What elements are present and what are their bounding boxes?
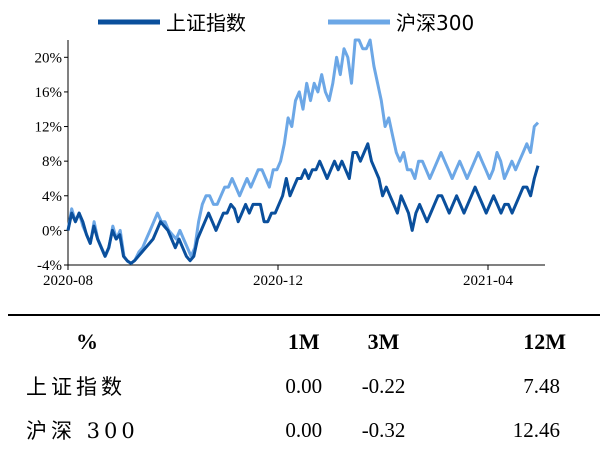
header-1m: 1M	[287, 329, 320, 354]
table-header-row: % 1M 3M 12M	[8, 320, 600, 364]
header-3m: 3M	[367, 329, 400, 354]
y-tick-label: -4%	[37, 258, 62, 274]
y-tick-label: 4%	[42, 189, 62, 205]
legend-label-csi300: 沪深300	[396, 11, 474, 35]
legend: 上证指数 沪深300	[98, 11, 474, 35]
table-row: 沪深 300 0.00 -0.32 12.46	[8, 408, 600, 452]
header-unit: %	[76, 329, 98, 354]
y-tick-label: 12%	[35, 120, 63, 136]
x-tick-label: 2020-12	[253, 273, 303, 289]
row-3m: -0.22	[361, 373, 406, 398]
series-line-shanghai	[66, 142, 540, 265]
y-tick-label: 20%	[35, 50, 63, 66]
header-12m: 12M	[523, 329, 566, 354]
y-tick-label: 0%	[42, 223, 62, 239]
row-1m: 0.00	[285, 373, 323, 398]
row-12m: 7.48	[523, 373, 560, 398]
y-tick-label: 16%	[35, 85, 63, 101]
x-tick-label: 2020-08	[43, 273, 93, 289]
x-tick-label: 2021-04	[463, 273, 513, 289]
series-line-csi300	[66, 38, 540, 265]
legend-label-shanghai: 上证指数	[166, 11, 246, 35]
performance-table: % 1M 3M 12M 上证指数 0.00 -0.22 7.48 沪深 300 …	[8, 320, 600, 452]
row-name: 上证指数	[26, 375, 126, 399]
row-name: 沪深 300	[26, 419, 139, 443]
table-row: 上证指数 0.00 -0.22 7.48	[8, 364, 600, 408]
row-1m: 0.00	[285, 417, 323, 442]
line-chart: 上证指数 沪深300 20% 16% 12% 8% 4% 0% -4% 2020-08 202…	[35, 11, 545, 289]
y-tick-label: 8%	[42, 154, 62, 170]
table-top-rule	[8, 314, 600, 316]
row-12m: 12.46	[512, 417, 560, 442]
row-3m: -0.32	[361, 417, 406, 442]
